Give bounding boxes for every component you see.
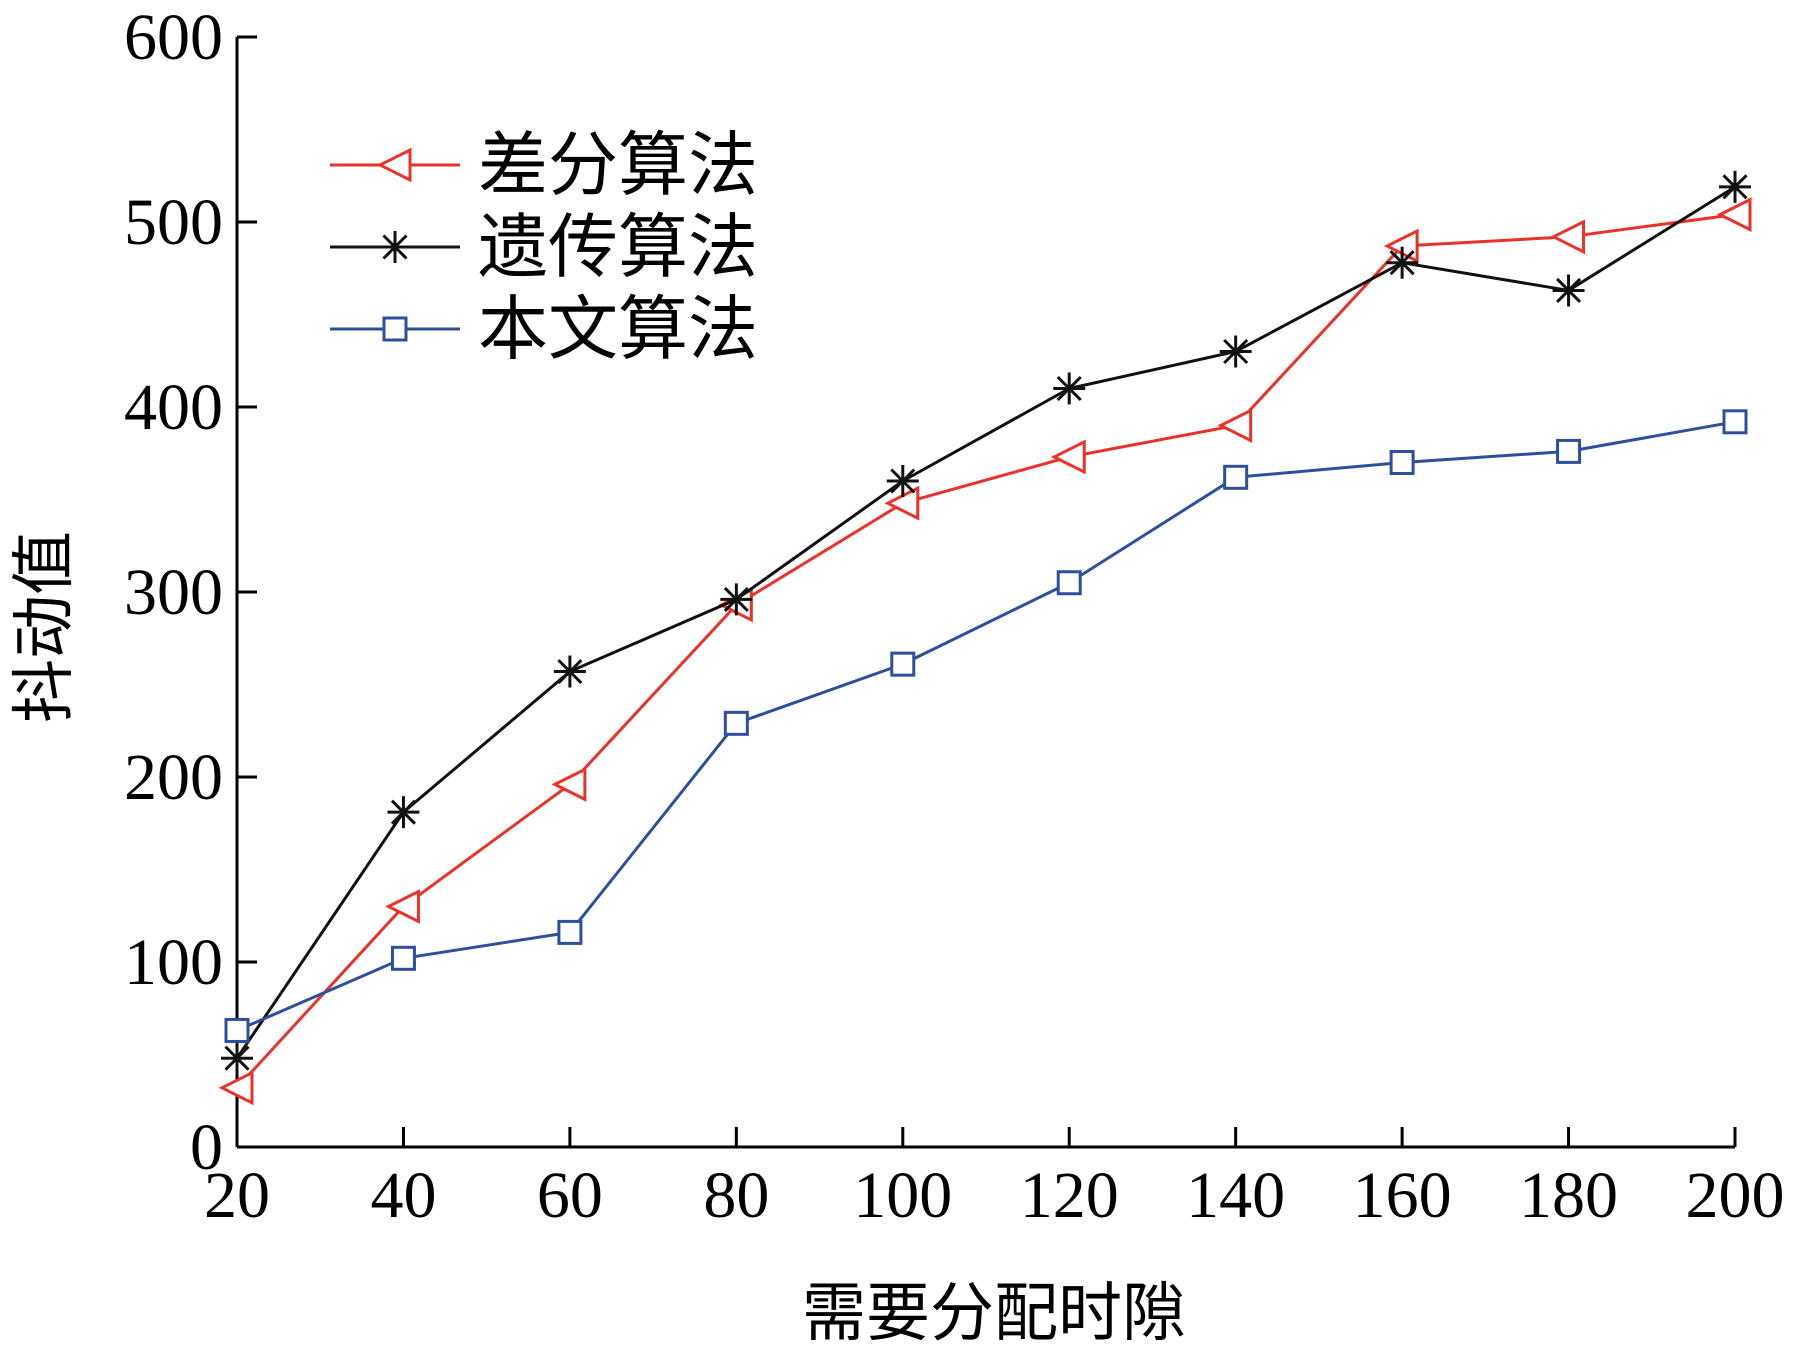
x-tick-label: 120 — [1020, 1159, 1119, 1232]
data-point — [390, 945, 416, 971]
legend-marker — [382, 316, 408, 342]
x-axis-title: 需要分配时隙 — [802, 1277, 1186, 1347]
data-point — [1217, 408, 1253, 443]
data-point — [1053, 372, 1086, 405]
series-2 — [224, 409, 1748, 1043]
x-tick-label: 60 — [537, 1159, 603, 1232]
y-axis-ticks: 0 100 200 300 400 500 600 — [124, 1, 257, 1184]
x-tick-label: 100 — [853, 1159, 952, 1232]
x-tick-label: 180 — [1519, 1159, 1618, 1232]
data-point — [720, 583, 753, 616]
y-tick-label: 500 — [124, 186, 223, 259]
data-point — [385, 889, 420, 924]
legend-marker — [376, 147, 412, 183]
data-point — [224, 1017, 250, 1043]
data-point — [1556, 438, 1582, 464]
x-tick-label: 40 — [370, 1159, 436, 1232]
legend-item: 本文算法 — [330, 288, 758, 370]
data-point — [557, 919, 583, 945]
data-point — [1219, 335, 1252, 368]
y-tick-label: 200 — [124, 741, 223, 814]
legend-label: 本文算法 — [478, 288, 758, 370]
y-tick-label: 100 — [124, 926, 223, 999]
data-point — [387, 796, 420, 829]
x-tick-label: 140 — [1186, 1159, 1285, 1232]
legend-label: 遗传算法 — [478, 206, 758, 288]
legend-marker — [379, 231, 411, 263]
legend-item: 差分算法 — [330, 124, 758, 206]
data-point — [551, 766, 587, 802]
data-point — [1719, 170, 1751, 203]
data-point — [890, 651, 916, 677]
series-layer — [218, 170, 1752, 1106]
series-line — [235, 213, 1736, 1089]
data-point — [1223, 464, 1249, 490]
data-point — [723, 710, 749, 736]
data-point — [553, 655, 586, 688]
y-tick-label: 300 — [124, 556, 223, 629]
legend-label: 差分算法 — [478, 124, 758, 206]
data-point — [1056, 570, 1082, 596]
data-point — [1722, 409, 1748, 435]
data-point — [1552, 274, 1585, 307]
data-point — [1550, 219, 1586, 255]
x-tick-label: 160 — [1353, 1159, 1452, 1232]
data-point — [1050, 439, 1086, 475]
x-axis-ticks: 20 40 60 80 100 120 140 160 180 200 — [204, 1127, 1785, 1232]
y-tick-label: 0 — [190, 1111, 223, 1184]
data-point — [1716, 197, 1752, 233]
series-line — [236, 420, 1736, 1032]
legend-item: 遗传算法 — [330, 206, 758, 288]
data-point — [1389, 450, 1415, 475]
x-tick-label: 200 — [1686, 1159, 1785, 1232]
series-line — [235, 185, 1736, 1060]
y-tick-label: 600 — [124, 1, 223, 74]
x-tick-label: 20 — [204, 1159, 270, 1232]
axes — [235, 37, 1735, 1149]
y-tick-label: 400 — [124, 371, 223, 444]
data-point — [218, 1070, 254, 1106]
data-point — [886, 465, 919, 497]
series-1 — [221, 170, 1751, 1075]
series-0 — [218, 197, 1752, 1106]
x-tick-label: 80 — [703, 1159, 769, 1232]
data-point — [1386, 246, 1419, 279]
y-axis-title: 抖动值 — [8, 531, 82, 723]
data-point — [221, 1042, 253, 1075]
